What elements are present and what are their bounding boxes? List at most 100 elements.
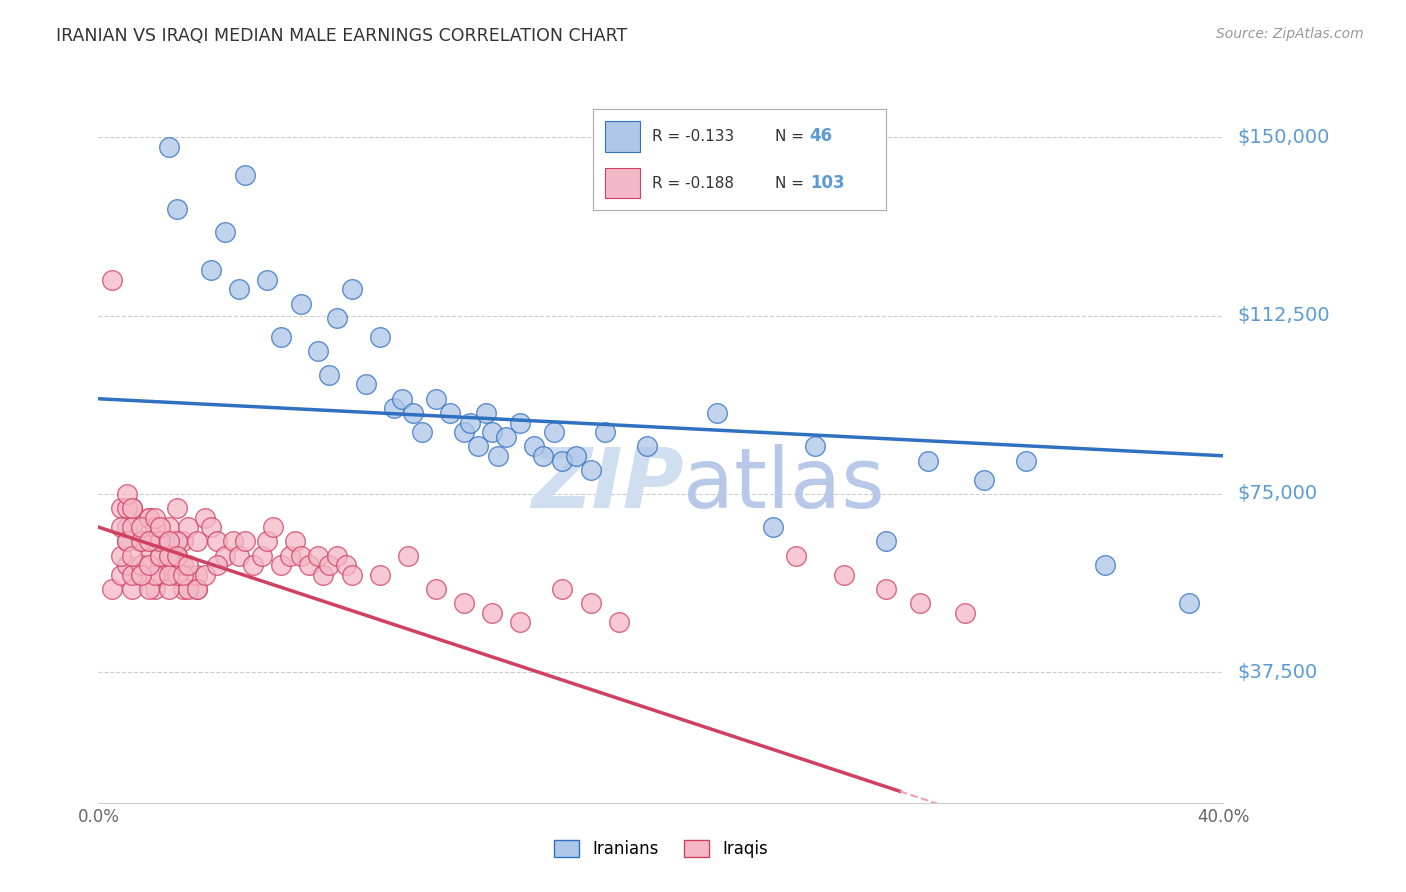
Point xyxy=(194,510,217,524)
Point xyxy=(172,558,194,573)
Point xyxy=(110,520,132,534)
Point xyxy=(166,534,188,549)
Text: Source: ZipAtlas.com: Source: ZipAtlas.com xyxy=(1216,27,1364,41)
Point xyxy=(458,416,481,430)
Point xyxy=(579,596,602,610)
Point xyxy=(439,406,461,420)
Point xyxy=(222,534,245,549)
Point xyxy=(214,226,236,240)
Point xyxy=(200,263,222,277)
Point xyxy=(402,406,425,420)
Point xyxy=(121,567,143,582)
Text: ZIP: ZIP xyxy=(530,444,683,525)
Point xyxy=(138,549,160,563)
Point xyxy=(396,549,419,563)
Point xyxy=(186,582,208,596)
Point xyxy=(875,534,897,549)
Point xyxy=(453,425,475,439)
Point xyxy=(908,596,931,610)
Point xyxy=(250,549,273,563)
Point xyxy=(785,549,807,563)
Point xyxy=(233,169,256,183)
Point xyxy=(149,549,172,563)
Point xyxy=(143,582,166,596)
Point xyxy=(138,510,160,524)
Point xyxy=(917,453,939,467)
Point xyxy=(110,549,132,563)
Point xyxy=(115,501,138,516)
Point xyxy=(166,549,188,563)
Point xyxy=(256,534,278,549)
Point xyxy=(551,453,574,467)
Point xyxy=(762,520,785,534)
Point xyxy=(157,549,180,563)
Point xyxy=(531,449,554,463)
Point xyxy=(143,520,166,534)
Point xyxy=(481,606,503,620)
Point xyxy=(157,567,180,582)
Point xyxy=(509,416,531,430)
Point xyxy=(157,558,180,573)
Point xyxy=(453,596,475,610)
Point xyxy=(129,558,152,573)
Legend: Iranians, Iraqis: Iranians, Iraqis xyxy=(546,832,776,867)
Point xyxy=(307,549,329,563)
Point xyxy=(551,582,574,596)
Point xyxy=(382,401,405,416)
Point xyxy=(706,406,728,420)
Point xyxy=(110,567,132,582)
Point xyxy=(290,296,312,310)
Point xyxy=(177,567,200,582)
Point xyxy=(607,615,630,630)
Point xyxy=(262,520,284,534)
Point xyxy=(481,425,503,439)
Point xyxy=(290,549,312,563)
Point xyxy=(242,558,264,573)
Point xyxy=(636,439,658,453)
Point xyxy=(270,330,292,344)
Point xyxy=(368,567,391,582)
Point xyxy=(1015,453,1038,467)
Point xyxy=(143,510,166,524)
Point xyxy=(129,520,152,534)
Point xyxy=(411,425,433,439)
Point xyxy=(149,549,172,563)
Point xyxy=(121,549,143,563)
Point xyxy=(495,430,517,444)
Point xyxy=(194,567,217,582)
Text: atlas: atlas xyxy=(683,444,884,525)
Point xyxy=(115,558,138,573)
Point xyxy=(143,520,166,534)
Point xyxy=(278,549,301,563)
Text: $112,500: $112,500 xyxy=(1237,306,1330,325)
Point xyxy=(138,582,160,596)
Point xyxy=(121,501,143,516)
Point xyxy=(233,534,256,549)
Point xyxy=(284,534,307,549)
Point xyxy=(565,449,588,463)
Point xyxy=(1178,596,1201,610)
Point xyxy=(101,273,124,287)
Point xyxy=(157,582,180,596)
Point xyxy=(157,520,180,534)
Point xyxy=(177,582,200,596)
Point xyxy=(340,567,363,582)
Point xyxy=(115,520,138,534)
Point xyxy=(121,501,143,516)
Point xyxy=(425,582,447,596)
Point xyxy=(115,534,138,549)
Text: $150,000: $150,000 xyxy=(1237,128,1330,147)
Point xyxy=(1094,558,1116,573)
Point xyxy=(143,534,166,549)
Point xyxy=(425,392,447,406)
Point xyxy=(832,567,855,582)
Point xyxy=(186,582,208,596)
Point xyxy=(115,534,138,549)
Point xyxy=(138,510,160,524)
Point xyxy=(101,582,124,596)
Point xyxy=(579,463,602,477)
Point xyxy=(200,520,222,534)
Point xyxy=(157,140,180,154)
Point xyxy=(121,520,143,534)
Point xyxy=(228,549,250,563)
